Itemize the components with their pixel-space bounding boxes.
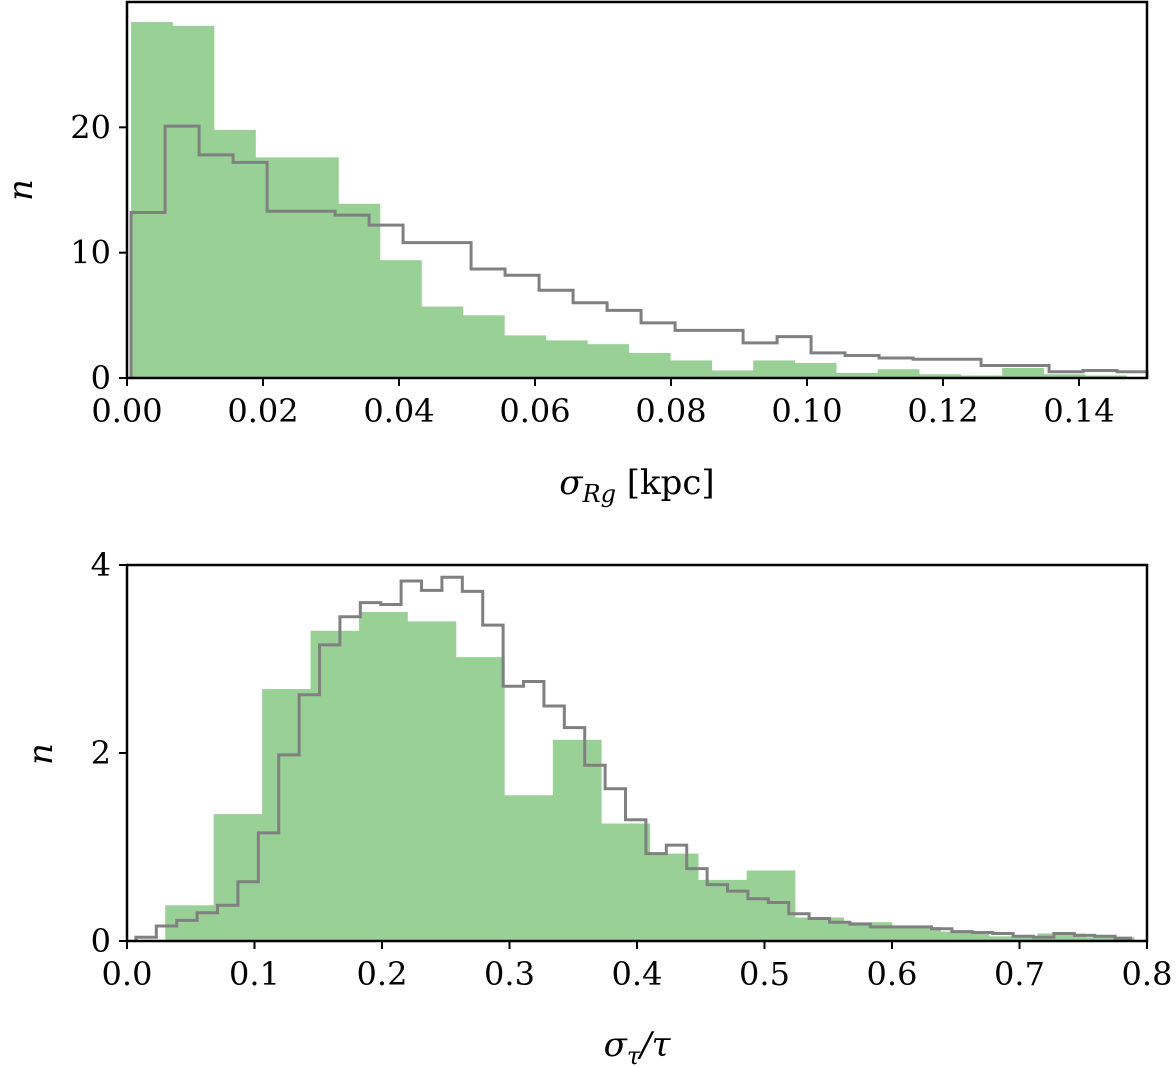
top-filled-bars: [131, 22, 1127, 379]
bottom-bar-1: [213, 814, 263, 941]
top-bar-20: [960, 375, 1003, 378]
bottom-bar-8: [552, 739, 602, 941]
bottom-bar-17: [988, 936, 1038, 941]
top-x-tick-label-1: 0.02: [227, 392, 298, 430]
top-bar-11: [587, 344, 630, 378]
top-step-line: [129, 124, 1149, 378]
top-x-tick-label-5: 0.10: [771, 392, 842, 430]
top-bar-12: [628, 352, 671, 378]
top-bar-16: [794, 362, 837, 378]
top-y-tick-label-1: 10: [70, 234, 111, 272]
top-x-ticks: 0.00 0.02 0.04 0.06 0.08 0.10 0.12 0.14: [91, 378, 1115, 430]
top-bar-17: [836, 372, 879, 378]
bottom-bar-19: [1085, 937, 1135, 941]
bottom-x-tick-label-7: 0.7: [994, 955, 1045, 993]
bottom-x-axis-label-unit: /τ: [637, 1025, 671, 1065]
top-plot-frame: [125, 0, 1149, 380]
top-bar-5: [338, 203, 381, 378]
top-bar-3: [255, 157, 298, 378]
bottom-y-tick-label-0: 0: [91, 922, 111, 960]
bottom-step-line-group: [134, 575, 1132, 941]
top-bar-22: [1043, 374, 1086, 378]
bottom-y-ticks: 0 2 4: [91, 546, 127, 960]
top-bar-7: [421, 306, 464, 378]
top-bar-4: [297, 157, 339, 378]
bottom-bar-7: [504, 795, 554, 941]
bottom-y-axis-label: n: [21, 743, 61, 765]
top-histogram-panel: 0.00 0.02 0.04 0.06 0.08 0.10 0.12 0.14 0 10 20 σ…: [1, 0, 1149, 508]
bottom-x-tick-label-4: 0.4: [612, 955, 663, 993]
top-bar-10: [545, 340, 588, 378]
bottom-histogram-panel: 0.0 0.1 0.2 0.3 0.4 0.5 0.6 0.7 0.8 0 2 4 στ/τ n: [21, 546, 1172, 1067]
bottom-x-axis-label: στ/τ: [604, 1025, 672, 1067]
bottom-bar-4: [359, 612, 408, 941]
bottom-x-tick-label-6: 0.6: [867, 955, 918, 993]
top-x-tick-label-4: 0.08: [635, 392, 706, 430]
bottom-bar-18: [1037, 933, 1087, 941]
top-bar-23: [1085, 375, 1127, 378]
top-x-tick-label-0: 0.00: [91, 392, 162, 430]
top-y-ticks: 0 10 20: [70, 108, 127, 397]
top-x-axis-label-unit: [kpc]: [616, 463, 715, 503]
top-x-axis-label-main: σ: [559, 463, 583, 503]
bottom-x-tick-label-5: 0.5: [739, 955, 790, 993]
top-y-tick-label-2: 20: [70, 108, 111, 146]
bottom-bar-9: [601, 823, 651, 941]
top-x-axis-label: σRg [kpc]: [559, 463, 714, 508]
bottom-bar-0: [165, 905, 214, 941]
bottom-x-ticks: 0.0 0.1 0.2 0.3 0.4 0.5 0.6 0.7 0.8: [102, 941, 1173, 993]
bottom-x-tick-label-8: 0.8: [1122, 955, 1173, 993]
top-bar-19: [919, 374, 961, 378]
bottom-x-tick-label-3: 0.3: [484, 955, 535, 993]
bottom-x-axis-label-sub: τ: [627, 1042, 641, 1067]
bottom-filled-bars: [165, 612, 1135, 941]
top-bar-1: [172, 25, 215, 379]
top-bar-15: [753, 360, 796, 378]
bottom-bar-2: [262, 689, 311, 941]
top-x-tick-label-2: 0.04: [363, 392, 434, 430]
bottom-y-tick-label-1: 2: [91, 734, 111, 772]
bottom-x-tick-label-0: 0.0: [102, 955, 153, 993]
top-bar-2: [214, 129, 256, 378]
bottom-x-tick-label-2: 0.2: [357, 955, 408, 993]
bottom-y-tick-label-2: 4: [91, 546, 111, 584]
top-bar-21: [1002, 367, 1044, 378]
top-x-tick-label-7: 0.14: [1043, 392, 1114, 430]
bottom-x-tick-label-1: 0.1: [229, 955, 280, 993]
top-x-axis-label-sub: Rg: [582, 480, 616, 508]
top-bar-9: [504, 335, 547, 378]
top-bar-0: [131, 22, 173, 378]
top-step-line-group: [129, 124, 1149, 378]
bottom-bar-16: [940, 931, 990, 941]
bottom-bar-5: [407, 621, 457, 941]
top-x-tick-label-6: 0.12: [907, 392, 978, 430]
top-bar-18: [877, 369, 920, 378]
bottom-bar-15: [892, 926, 941, 941]
bottom-x-axis-label-main: σ: [604, 1025, 628, 1065]
top-y-axis-label: n: [1, 179, 41, 201]
bottom-step-line: [134, 575, 1132, 941]
top-bar-14: [711, 370, 754, 378]
top-bar-8: [462, 315, 505, 378]
bottom-bar-3: [310, 630, 360, 941]
bottom-bar-10: [649, 853, 699, 941]
bottom-bar-6: [455, 657, 505, 941]
top-bar-13: [670, 360, 713, 378]
top-x-tick-label-3: 0.06: [499, 392, 570, 430]
top-bar-6: [379, 260, 422, 378]
top-y-tick-label-0: 0: [91, 359, 111, 397]
bottom-bar-11: [698, 879, 747, 941]
